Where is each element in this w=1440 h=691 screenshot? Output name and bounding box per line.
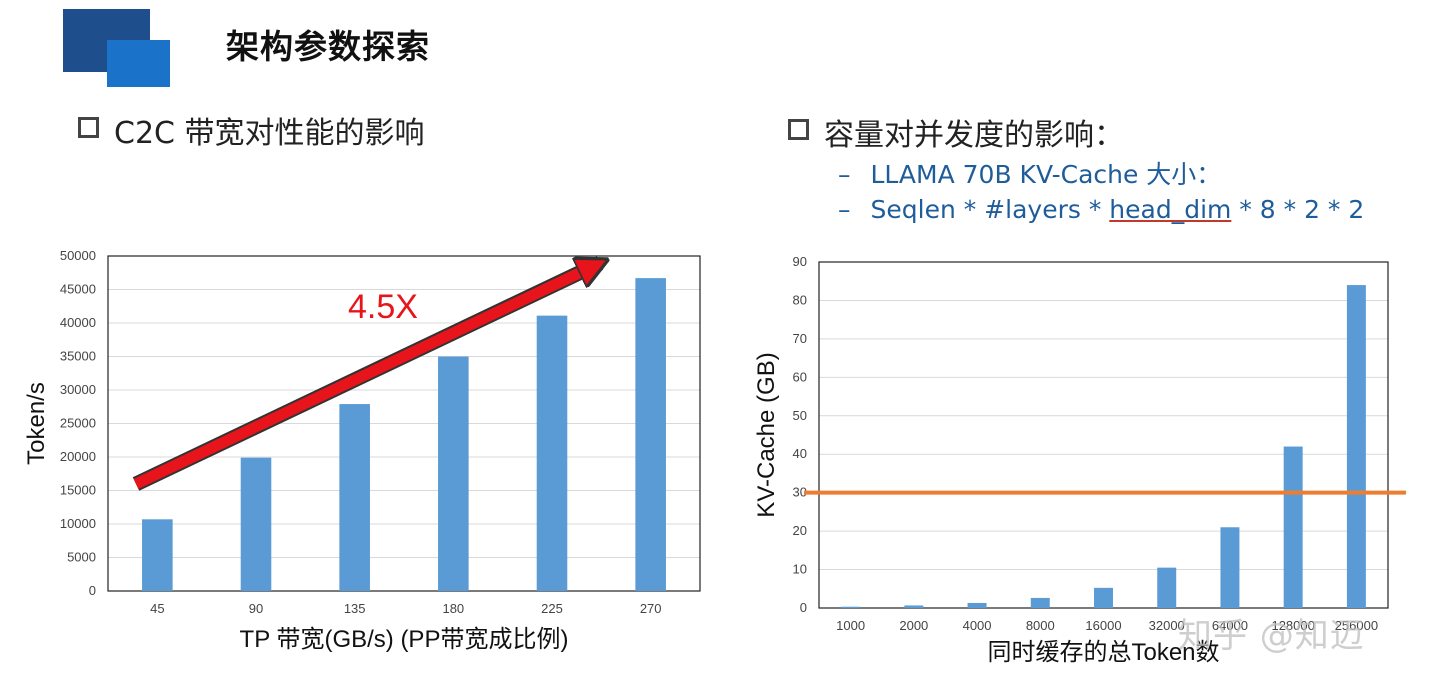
x-tick-label: 16000	[1085, 618, 1121, 633]
y-tick-label: 10000	[60, 516, 96, 531]
formula-part-a: Seqlen * #layers *	[870, 195, 1110, 224]
x-tick-label: 8000	[1026, 618, 1055, 633]
bar	[1094, 587, 1113, 608]
x-tick-label: 45	[150, 601, 164, 616]
bar	[967, 602, 987, 608]
bar	[1157, 567, 1177, 608]
bar	[536, 315, 568, 591]
x-tick-label: 64000	[1212, 618, 1248, 633]
speedup-annotation: 4.5X	[348, 288, 418, 326]
formula-part-b: * 8 * 2 * 2	[1231, 195, 1365, 224]
y-tick-label: 20	[793, 523, 807, 538]
x-tick-label: 180	[442, 601, 464, 616]
y-axis-title: Token/s	[23, 382, 50, 465]
formula-head-dim: head_dim	[1109, 195, 1232, 224]
x-axis-title: TP 带宽(GB/s) (PP带宽成比例)	[240, 626, 569, 653]
y-tick-label: 40000	[60, 315, 96, 330]
sub-bullet-dash: –	[838, 160, 851, 189]
plot-border	[107, 255, 701, 592]
y-tick-label: 0	[800, 600, 807, 615]
bar	[1220, 527, 1240, 608]
y-tick-label: 30000	[60, 382, 96, 397]
right-bullet-text: 容量对并发度的影响：	[824, 118, 1124, 153]
kv-cache-chart: 0 10 20 30 40 50 60 70 80 90 1000 2000 4000 8000 16000…	[753, 254, 1406, 666]
y-tick-label: 45000	[60, 282, 96, 297]
x-tick-label: 135	[344, 601, 366, 616]
bar	[635, 278, 666, 591]
x-tick-label: 225	[541, 601, 563, 616]
left-bullet-box-icon	[78, 117, 99, 138]
y-axis-title: KV-Cache (GB)	[753, 352, 780, 517]
x-tick-label: 128000	[1271, 618, 1314, 633]
x-tick-label: 90	[249, 601, 263, 616]
bar	[240, 457, 272, 591]
sub-bullet-kv-size: – LLAMA 70B KV-Cache 大小：	[838, 155, 1221, 191]
y-tick-label: 15000	[60, 483, 96, 498]
y-tick-label: 90	[793, 254, 807, 269]
logo-square-front	[107, 40, 170, 87]
y-tick-label: 35000	[60, 349, 96, 364]
bar	[904, 605, 924, 608]
x-tick-label: 4000	[963, 618, 992, 633]
watermark-text: 知乎 @知迈	[1178, 616, 1365, 656]
sub-bullet-formula: – Seqlen * #layers * head_dim * 8 * 2 * 2	[838, 195, 1364, 224]
x-tick-label: 32000	[1149, 618, 1185, 633]
bar	[1030, 597, 1050, 608]
left-bullet-text: C2C 带宽对性能的影响	[114, 116, 425, 151]
y-tick-label: 0	[89, 583, 96, 598]
bar	[142, 519, 173, 591]
y-tick-label: 20000	[60, 449, 96, 464]
bandwidth-chart: 0 5000 10000 15000 20000 25000 30000 35000 40000…	[23, 248, 701, 653]
y-tick-label: 25000	[60, 416, 96, 431]
bar	[438, 356, 469, 591]
sub-bullet-text: LLAMA 70B KV-Cache 大小：	[870, 160, 1222, 189]
y-tick-label: 50000	[60, 248, 96, 263]
x-tick-label: 256000	[1335, 618, 1378, 633]
slide-title: 架构参数探索	[226, 27, 430, 66]
y-tick-label: 70	[793, 331, 807, 346]
right-bullet-box-icon	[788, 119, 809, 140]
y-tick-label: 50	[793, 408, 807, 423]
bar	[1346, 285, 1366, 608]
x-axis-title: 同时缓存的总Token数	[987, 639, 1219, 666]
y-tick-label: 30	[793, 485, 807, 500]
bar	[1283, 446, 1303, 608]
bar	[339, 404, 370, 591]
y-tick-label: 60	[793, 369, 807, 384]
x-tick-label: 270	[640, 601, 662, 616]
x-tick-label: 1000	[836, 618, 865, 633]
trend-arrow	[133, 266, 594, 489]
y-tick-label: 10	[793, 562, 807, 577]
y-tick-label: 80	[793, 292, 807, 307]
sub-bullet-dash: –	[838, 195, 851, 224]
y-tick-label: 5000	[67, 550, 96, 565]
y-tick-label: 40	[793, 446, 807, 461]
bar	[841, 606, 861, 608]
x-tick-label: 2000	[899, 618, 928, 633]
